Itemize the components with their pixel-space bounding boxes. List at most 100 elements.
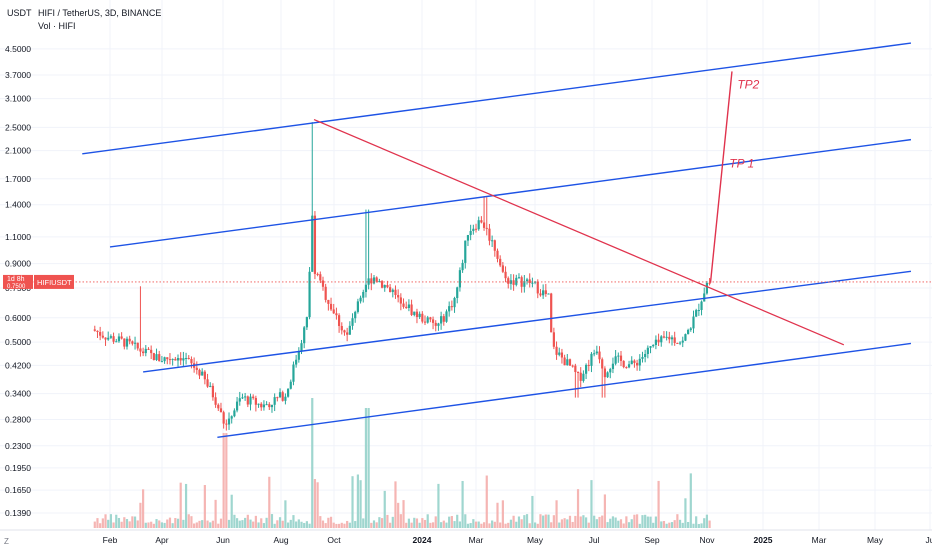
candle-body [348, 325, 351, 335]
channel-line[interactable] [143, 270, 912, 373]
volume-bar [509, 519, 513, 528]
candle-body [343, 330, 346, 333]
volume-bar [303, 522, 306, 528]
candle-body [431, 319, 435, 323]
symbol-title[interactable]: HIFI / TetherUS, 3D, BINANCE [38, 8, 162, 18]
volume-indicator-label[interactable]: Vol · HIFI [38, 21, 76, 31]
volume-bar [619, 519, 623, 528]
volume-bar [203, 485, 206, 528]
y-tick-label: 0.1650 [5, 485, 31, 495]
volume-bar [649, 516, 652, 528]
volume-bar [364, 408, 368, 528]
volume-bar [273, 523, 276, 528]
corner-glyph[interactable]: Z [4, 537, 9, 546]
volume-bar [372, 520, 376, 528]
volume-bar [536, 523, 539, 528]
volume-bar [434, 516, 437, 528]
volume-bar [595, 519, 598, 528]
candle-body [182, 358, 185, 361]
candle-body [480, 220, 483, 223]
candle-body [209, 385, 212, 387]
volume-bar [638, 523, 641, 528]
channel-line[interactable] [82, 42, 912, 155]
channel-line[interactable] [109, 138, 912, 248]
volume-bar [644, 514, 647, 528]
price-tags: 1d 8h0.7500 HIFIUSDT [3, 274, 932, 290]
candle-body [252, 396, 255, 399]
volume-bar [485, 475, 488, 528]
candles [93, 122, 711, 431]
target-line[interactable] [709, 71, 733, 283]
volume-bar [466, 523, 470, 528]
x-tick-label: Ju [926, 535, 932, 545]
volume-bar [128, 521, 131, 528]
candle-body [313, 215, 317, 274]
candle-body [364, 284, 368, 292]
candle-body [638, 358, 641, 366]
candle-body [464, 240, 467, 263]
volume-bar [504, 523, 507, 528]
candle-body [311, 215, 314, 272]
candle-body [520, 277, 523, 287]
volume-bar [493, 521, 496, 528]
candle-body [407, 304, 411, 308]
volume-bar [252, 521, 255, 528]
volume-bar [289, 519, 292, 528]
candle-body [276, 397, 279, 399]
volume-bar [673, 520, 676, 528]
candle-body [359, 297, 362, 302]
trendline[interactable] [313, 118, 845, 346]
candle-body [150, 349, 153, 354]
x-tick-label: Jul [589, 535, 600, 545]
annotation-label[interactable]: TP 1 [729, 157, 754, 171]
volume-bar [214, 499, 217, 528]
candle-body [700, 301, 703, 311]
candle-body [458, 270, 462, 288]
x-tick-label: Feb [103, 535, 118, 545]
candle-body [270, 404, 274, 408]
volume-bar [195, 522, 198, 528]
y-tick-label: 1.1000 [5, 232, 31, 242]
volume-bar [211, 520, 215, 528]
volume-bar [606, 522, 609, 528]
volume-bar [260, 518, 263, 528]
volume-bar [295, 521, 298, 528]
candle-body [684, 334, 687, 341]
volume-bar [300, 521, 303, 528]
volume-bar [233, 514, 236, 528]
volume-bar [593, 515, 596, 528]
candle-body [652, 344, 655, 347]
volume-bar [324, 523, 327, 528]
candle-body [587, 364, 590, 366]
candle-body [670, 337, 674, 340]
volume-bar [660, 521, 663, 528]
x-tick-label: Jun [216, 535, 230, 545]
volume-bar [147, 522, 150, 528]
volume-bar [515, 521, 518, 528]
volume-bar [254, 515, 257, 528]
annotation-label[interactable]: TP2 [737, 77, 759, 91]
candle-body [128, 338, 131, 342]
candle-body [440, 316, 443, 324]
volume-bar [601, 515, 604, 528]
candle-body [142, 351, 145, 354]
candle-body [289, 381, 292, 389]
volume-bar [598, 516, 601, 528]
volume-bar [703, 518, 706, 528]
x-axis[interactable]: Feb Apr Jun Aug Oct 2024 Mar May Jul Sep Nov 2025 Ma… [0, 529, 932, 546]
volume-bar [367, 408, 370, 528]
volume-bar [501, 500, 504, 528]
volume-bar [681, 522, 684, 528]
candle-body [144, 348, 147, 354]
candle-body [611, 363, 615, 370]
volume-bar [617, 520, 620, 528]
candle-body [190, 359, 193, 364]
channel-line[interactable] [217, 342, 912, 439]
candle-body [654, 339, 657, 345]
candle-body [598, 351, 601, 360]
volume-bar [142, 489, 145, 528]
volume-bar [160, 522, 164, 528]
candle-body [450, 306, 453, 308]
candle-body [641, 357, 644, 359]
